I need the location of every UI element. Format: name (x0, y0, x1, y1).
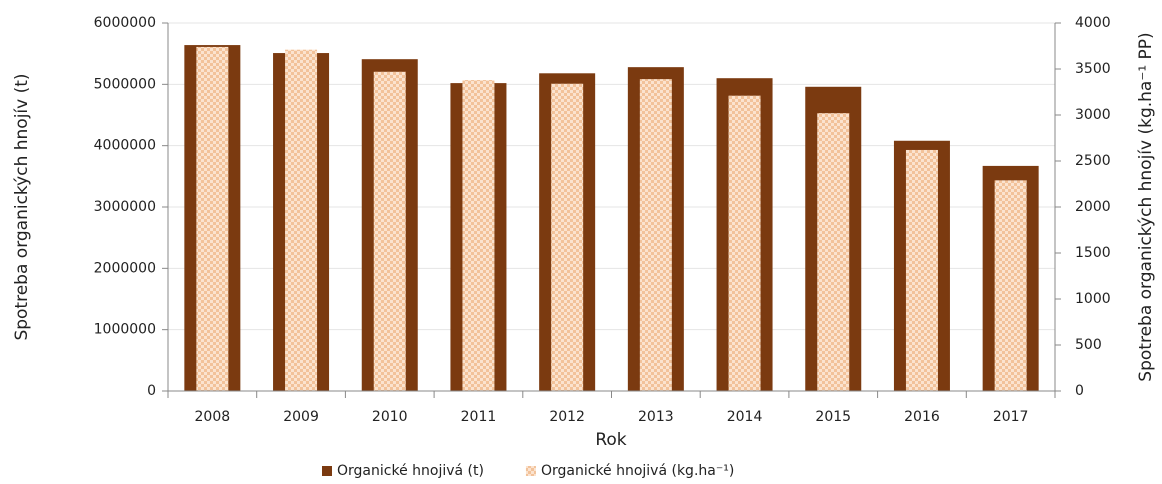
y2-tick-label: 2500 (1075, 153, 1111, 169)
x-tick-label: 2016 (904, 409, 940, 425)
bar (196, 46, 229, 392)
x-tick-label: 2013 (638, 409, 674, 425)
bar (905, 149, 938, 391)
y2-tick-label: 3000 (1075, 107, 1111, 123)
y-tick-label: 1000000 (94, 322, 156, 338)
y2-axis-title: Spotreba organických hnojív (kg.ha⁻¹ PP) (1136, 32, 1156, 381)
y2-tick-label: 1500 (1075, 245, 1111, 261)
y2-tick-label: 2000 (1075, 199, 1111, 215)
y-tick-label: 3000000 (94, 199, 156, 215)
x-tick-label: 2010 (372, 409, 408, 425)
y-tick-label: 6000000 (94, 15, 156, 31)
bar (373, 71, 406, 391)
bar (551, 83, 584, 391)
y-axis-title: Spotreba organických hnojív (t) (12, 73, 32, 340)
x-tick-label: 2008 (195, 409, 231, 425)
x-axis-title: Rok (595, 430, 626, 450)
y2-tick-label: 4000 (1075, 15, 1111, 31)
bar (639, 79, 672, 392)
y2-tick-label: 3500 (1075, 61, 1111, 77)
y-tick-label: 2000000 (94, 260, 156, 276)
bar (817, 113, 850, 391)
y-tick-label: 5000000 (94, 76, 156, 92)
legend-swatch (525, 466, 536, 476)
y2-tick-label: 500 (1075, 337, 1102, 353)
legend-label: Organické hnojivá (t) (337, 463, 484, 479)
x-tick-label: 2017 (993, 409, 1029, 425)
x-tick-label: 2014 (727, 409, 763, 425)
x-tick-label: 2012 (549, 409, 585, 425)
y2-tick-label: 0 (1075, 383, 1084, 399)
x-tick-label: 2015 (815, 409, 851, 425)
y-tick-label: 0 (147, 383, 156, 399)
x-tick-label: 2009 (283, 409, 319, 425)
x-tick-label: 2011 (461, 409, 497, 425)
bar (728, 95, 761, 392)
y-tick-label: 4000000 (94, 138, 156, 154)
bar (462, 80, 495, 391)
legend-swatch (322, 466, 332, 476)
bar (285, 49, 318, 392)
y2-tick-label: 1000 (1075, 291, 1111, 307)
legend-label: Organické hnojivá (kg.ha⁻¹) (541, 463, 734, 479)
bar (994, 180, 1027, 391)
